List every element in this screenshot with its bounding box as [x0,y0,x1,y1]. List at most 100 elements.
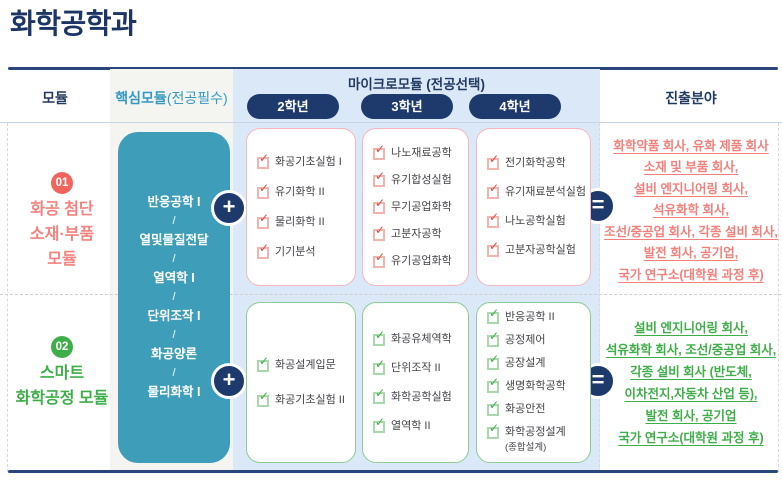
course-item: 화공기초실험 I [257,152,355,169]
course-label: 화공유체역학 [391,332,452,345]
equals-icon: = [580,188,616,224]
course-label: 화공기초실험 I [275,155,342,168]
course-label: 열역학 II [391,419,431,432]
checkbox-icon [487,182,499,199]
checkbox-icon [487,330,499,347]
course-label: 전기화학공학 [505,157,566,169]
career-line: 석유화학 회사, 조선/중공업 회사, [605,342,777,357]
module-2-label: 02 스마트 화학공정 모듈 [2,336,122,412]
module-1-name-line: 모듈 [47,250,77,268]
left-dashed-border [7,123,8,472]
course-label: 화공안전 [505,403,546,415]
course-label: 공장설계 [505,357,546,369]
core-course: 단위조작 I [147,309,201,323]
course-label: 유기합성실험 [391,173,452,186]
course-label: 유기공업화학 [391,254,452,267]
core-separator: / [172,253,176,265]
course-item: 생명화학공학 [487,376,590,393]
checkbox-icon [257,182,269,199]
course-item: 유기공업화학 [373,251,468,268]
course-item: 전기화학공학 [487,153,590,170]
checkbox-icon [373,387,385,404]
core-course: 물리화학 I [147,385,201,399]
header-core-module-label: 핵심모듈 [115,90,167,106]
career-line: 이차전지,자동차 산업 등), [624,386,758,401]
checkbox-icon [487,376,499,393]
career-line: 소재 및 부품 회사, [643,160,739,175]
checkbox-icon [487,307,499,324]
module-2-careers: 설비 엔지니어링 회사, 석유화학 회사, 조선/중공업 회사, 각종 설비 회… [602,305,780,460]
year-pill-2: 2학년 [247,94,339,119]
checkbox-icon [373,197,385,214]
page-title: 화학공학과 [10,8,137,39]
checkbox-icon [487,153,499,170]
checkbox-icon [373,224,385,241]
course-label: 반응공학 II [505,311,555,323]
row-divider-dashed [0,294,782,295]
header-core-module: 핵심모듈(전공필수) [110,88,233,108]
module-1-year-2-box: 화공기초실험 I 유기화학 II 물리화학 II 기기분석 [246,128,356,286]
header-divider [0,122,782,123]
course-label: 생명화학공학 [505,380,566,392]
course-item: 화학공학실험 [373,387,468,404]
module-2-year-4-box: 반응공학 II 공정제어 공장설계 생명화학공학 화공안전 화학공정설계 (종합… [476,302,591,463]
header-micro-module: 마이크로모듈 (전공선택) [348,77,485,92]
checkbox-icon [373,329,385,346]
year-pill-4: 4학년 [469,94,561,119]
course-label: 무기공업화학 [391,200,452,213]
core-separator: / [172,367,176,379]
module-1-year-3-box: 나노재료공학 유기합성실험 무기공업화학 고분자공학 유기공업화학 [362,128,469,286]
core-course: 열역학 I [153,271,195,285]
course-label: 공정제어 [505,334,546,346]
checkbox-icon [373,170,385,187]
module-1-name-line: 화공 첨단 [30,201,94,218]
checkbox-icon [487,399,499,416]
checkbox-icon [487,353,499,370]
career-line: 각종 설비 회사 (반도체, [630,364,752,379]
table-top-border [8,67,778,70]
course-label: 화공기초실험 II [275,393,345,406]
course-item: 유기합성실험 [373,170,468,187]
course-item: 나노재료공학 [373,143,468,160]
course-item: 단위조작 II [373,358,468,375]
course-item: 화공유체역학 [373,329,468,346]
career-line: 국가 연구소(대학원 과정 후) [618,430,764,445]
table-bottom-border [8,470,778,473]
checkbox-icon [373,251,385,268]
career-line: 발전 회사, 공기업 [645,408,737,423]
checkbox-icon [257,390,269,407]
career-line: 화학약품 회사, 유화 제품 회사 [613,138,769,153]
course-item: 화공설계입문 [257,355,355,372]
checkbox-icon [257,355,269,372]
course-label: 화학공학실험 [391,390,452,403]
career-line: 발전 회사, 공기업, [643,246,739,261]
course-item: 공장설계 [487,353,590,370]
checkbox-icon [373,143,385,160]
checkbox-icon [257,242,269,259]
career-line: 국가 연구소(대학원 과정 후) [618,267,764,282]
module-2-year-3-box: 화공유체역학 단위조작 II 화학공학실험 열역학 II [362,302,469,463]
right-dashed-border [778,123,779,472]
header-core-module-note: (전공필수) [166,90,228,106]
header-career: 진출분야 [665,90,717,106]
course-item: 물리화학 II [257,212,355,229]
module-1-careers: 화학약품 회사, 유화 제품 회사 소재 및 부품 회사, 설비 엔지니어링 회… [602,133,780,289]
checkbox-icon [257,152,269,169]
core-course: 반응공학 I [147,195,201,209]
checkbox-icon [487,240,499,257]
course-item: 열역학 II [373,416,468,433]
module-2-name-line: 스마트 [39,365,85,382]
year-pill-3: 3학년 [361,94,453,119]
course-label: 나노재료공학 [391,146,452,159]
module-1-badge: 01 [51,172,73,194]
course-item: 고분자공학 [373,224,468,241]
core-separator: / [172,329,176,341]
core-separator: / [172,215,176,227]
course-label: 물리화학 II [275,215,325,228]
plus-icon: + [211,363,247,399]
module-2-year-2-box: 화공설계입문 화공기초실험 II [246,302,356,463]
module-2-name-line: 화학공정 모듈 [15,389,109,407]
course-item: 반응공학 II [487,307,590,324]
course-label: 단위조작 II [391,361,441,374]
career-line: 설비 엔지니어링 회사, [634,181,748,196]
